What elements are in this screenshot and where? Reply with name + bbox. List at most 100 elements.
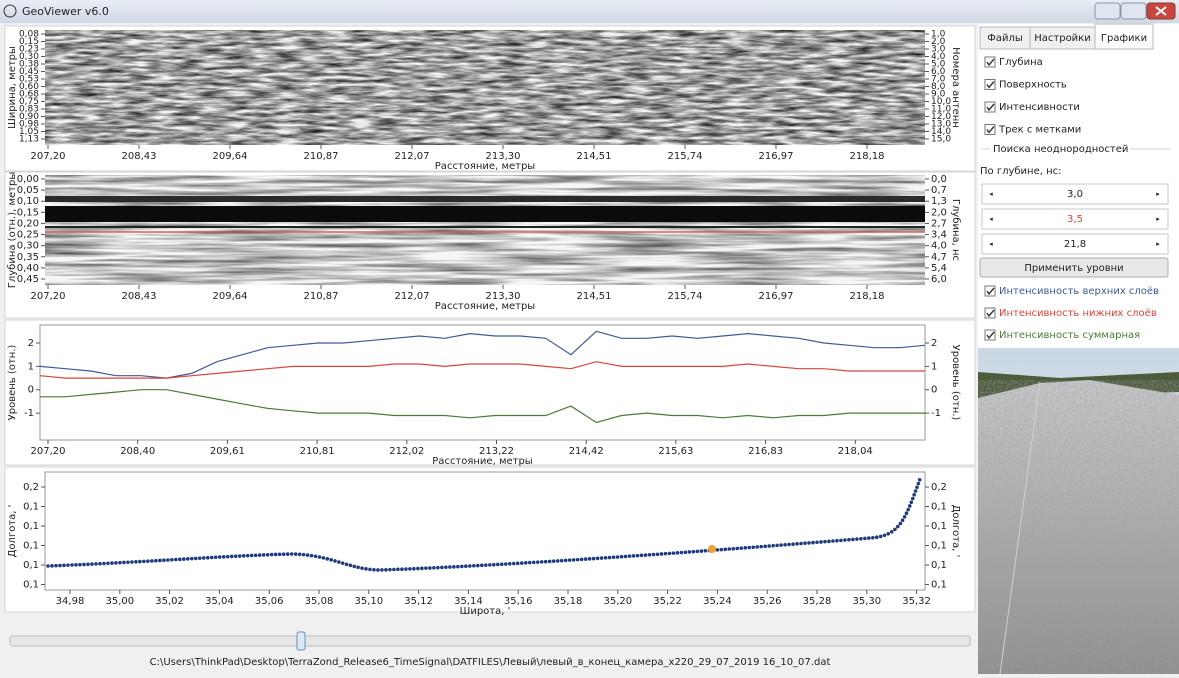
track-point xyxy=(851,537,855,542)
y-tick-label: 0,1 xyxy=(23,502,39,513)
y-axis-title: Номера антенн xyxy=(950,47,961,128)
y-tick-label: 0,68 xyxy=(19,90,39,100)
track-point xyxy=(667,551,672,556)
check-mark xyxy=(986,287,995,296)
track-point xyxy=(491,562,496,567)
y-tick-label: 0,98 xyxy=(19,120,39,130)
current-position xyxy=(708,545,716,553)
track-point xyxy=(289,552,294,556)
plots: 0,080,150,230,300,380,450,530,600,680,75… xyxy=(4,25,976,617)
maximize-button[interactable] xyxy=(1120,2,1147,20)
track-point xyxy=(695,549,700,554)
track-point xyxy=(50,564,54,568)
y-axis-title: Ширина, метры xyxy=(7,46,18,129)
x-tick-label: 213,30 xyxy=(486,291,521,302)
slider-thumb[interactable] xyxy=(296,631,306,651)
spin-box[interactable] xyxy=(981,233,1169,255)
track-point xyxy=(293,552,298,556)
track-point xyxy=(882,533,887,538)
y-tick-label: 0,1 xyxy=(23,521,39,532)
track-point xyxy=(527,560,532,565)
track-point xyxy=(751,545,756,550)
x-tick-label: 35,08 xyxy=(305,596,334,607)
spin-box[interactable] xyxy=(981,183,1169,205)
track-point xyxy=(356,565,360,570)
spin-arrow-left: ◂ xyxy=(989,240,993,248)
y-tick-label: 6,0 xyxy=(931,274,947,285)
radargram-noise xyxy=(45,175,925,285)
scrollbar xyxy=(9,631,971,651)
y-tick-label: 0,0 xyxy=(931,174,947,185)
track-point xyxy=(507,561,512,566)
minimize-button[interactable] xyxy=(1094,2,1121,20)
track-point xyxy=(910,496,915,501)
track-point xyxy=(170,557,174,562)
x-tick-label: 218,18 xyxy=(850,291,885,302)
y-tick-label: 2,0 xyxy=(931,207,947,218)
track-point xyxy=(831,539,835,543)
track-point xyxy=(547,559,552,564)
x-tick-label: 208,43 xyxy=(122,151,157,162)
track-point xyxy=(488,563,492,567)
track-point xyxy=(396,567,400,572)
x-tick-label: 35,00 xyxy=(105,596,134,607)
tab[interactable] xyxy=(1094,23,1154,50)
checkbox[interactable] xyxy=(984,307,996,319)
track-point xyxy=(539,560,544,564)
track-point xyxy=(643,553,648,557)
spin-box[interactable] xyxy=(981,208,1169,230)
checkbox[interactable] xyxy=(984,329,996,341)
track-point xyxy=(595,556,600,561)
track-point xyxy=(811,540,815,545)
track-point xyxy=(719,547,724,552)
checkbox[interactable] xyxy=(984,56,996,68)
track-point xyxy=(519,561,524,565)
checkbox[interactable] xyxy=(984,285,996,297)
x-tick-label: 35,20 xyxy=(603,596,632,607)
checkbox[interactable] xyxy=(984,101,996,113)
apply-button[interactable] xyxy=(979,257,1169,278)
track-point xyxy=(727,547,732,551)
track-point xyxy=(895,524,900,529)
checkbox[interactable] xyxy=(984,124,996,135)
track-point xyxy=(329,558,333,562)
track-point xyxy=(799,541,803,546)
y-tick-label: 0,53 xyxy=(19,75,39,85)
track-point xyxy=(150,559,154,563)
checkbox[interactable] xyxy=(984,79,996,90)
track-point xyxy=(201,556,206,560)
y-tick-label: 3,4 xyxy=(931,230,947,241)
track-point xyxy=(408,567,412,571)
y-tick-label: 0,7 xyxy=(931,185,947,196)
track-point xyxy=(874,535,879,540)
track-point xyxy=(46,564,50,568)
y-tick-label: 12,0 xyxy=(931,112,951,122)
track-point xyxy=(404,567,408,571)
checkbox-label: Интенсивности xyxy=(999,102,1080,113)
track-point xyxy=(106,561,110,566)
y-axis-title: Долгота, ' xyxy=(7,505,18,558)
track-point xyxy=(70,563,74,567)
spin-value: 21,8 xyxy=(1064,239,1086,250)
camera-view xyxy=(978,348,1179,675)
track-point xyxy=(420,566,424,571)
track-point xyxy=(380,568,384,572)
track-point xyxy=(400,567,404,571)
checkbox-label: Поверхность xyxy=(999,80,1067,91)
track-point xyxy=(855,537,859,541)
dark-layer xyxy=(45,196,925,202)
track-point xyxy=(233,554,238,559)
y-tick-label: 0,15 xyxy=(17,207,39,218)
track-point xyxy=(154,558,158,563)
x-tick-label: 207,20 xyxy=(31,291,66,302)
y-axis-title: Долгота, ' xyxy=(950,505,961,558)
y-tick-label: -1 xyxy=(931,408,941,419)
check-mark xyxy=(986,126,995,134)
track-point xyxy=(913,489,918,493)
x-axis-title: Широта, ' xyxy=(460,606,511,617)
track-point xyxy=(134,560,138,564)
y-tick-label: 2,7 xyxy=(931,218,947,229)
track-point xyxy=(340,561,345,565)
y-tick-label: 0,1 xyxy=(931,521,947,532)
track-point xyxy=(384,567,388,572)
